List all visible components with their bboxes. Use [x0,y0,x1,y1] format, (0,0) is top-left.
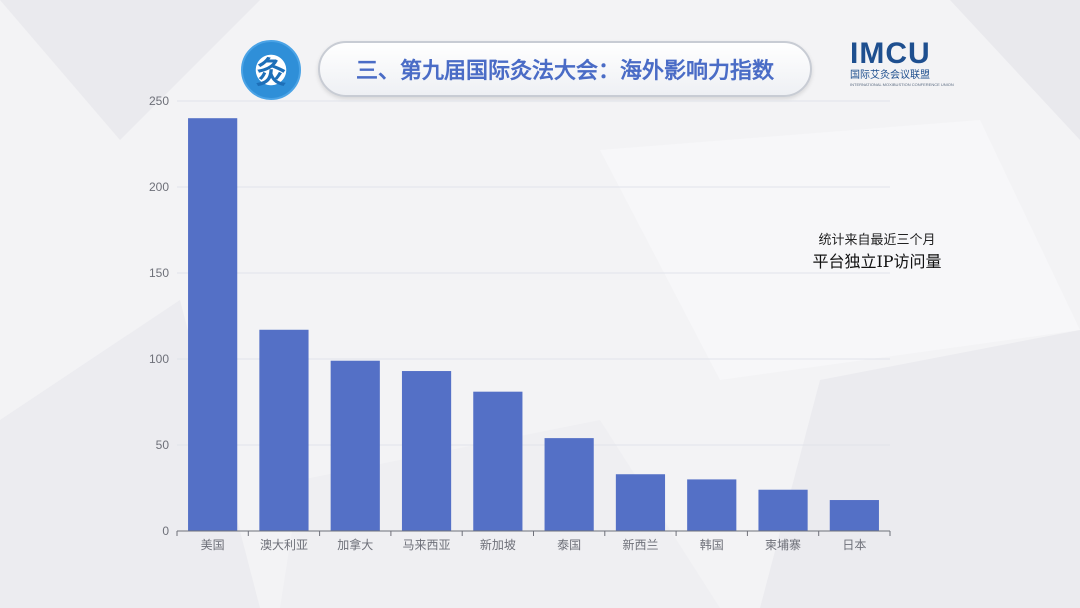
bar-8 [687,479,737,531]
page-title: 三、第九届国际灸法大会：海外影响力指数 [355,59,774,84]
y-tick-label: 100 [149,352,169,366]
x-tick-label: 泰国 [557,538,581,552]
conference-emblem-logo: 灸 [241,40,301,100]
bar-7 [615,474,666,531]
x-tick-label: 柬埔寨 [765,537,801,552]
x-tick-label: 新西兰 [622,537,658,552]
y-tick-label: 0 [162,524,169,538]
x-tick-label: 美国 [201,538,225,552]
x-tick-label: 加拿大 [337,537,373,552]
bar-5 [473,391,523,531]
y-tick-label: 50 [156,438,170,452]
imcu-logo-word: IMCU [850,38,960,70]
title-banner: 三、第九届国际灸法大会：海外影响力指数 [318,41,812,97]
bar-1 [188,118,238,531]
bar-6 [544,438,594,531]
imcu-logo-text: IMCU [850,37,931,70]
bar-2 [259,329,309,531]
annotation-line-1: 统计来自最近三个月 [818,233,936,248]
x-tick-label: 马来西亚 [403,538,451,552]
imcu-logo-english: INTERNATIONAL MOXIBUSTION CONFERENCE UNI… [850,82,954,87]
imcu-logo-chinese: 国际艾灸会议联盟 [850,70,930,81]
y-tick-label: 150 [149,266,169,280]
chart-annotation: 统计来自最近三个月 平台独立IP访问量 [792,232,962,274]
bar-10 [829,500,879,531]
annotation-line-2: 平台独立IP访问量 [812,252,942,271]
x-tick-label: 日本 [842,538,866,552]
bar-4 [401,371,452,531]
imcu-logo: IMCU 国际艾灸会议联盟 INTERNATIONAL MOXIBUSTION … [850,38,960,88]
x-tick-label: 澳大利亚 [260,538,308,552]
bar-3 [330,360,380,531]
moxibustion-emblem-icon: 灸 [256,56,286,91]
bar-9 [758,489,808,531]
x-tick-label: 韩国 [700,537,724,552]
x-tick-label: 新加坡 [480,537,516,552]
y-tick-label: 200 [149,180,169,194]
y-tick-label: 250 [149,94,169,108]
